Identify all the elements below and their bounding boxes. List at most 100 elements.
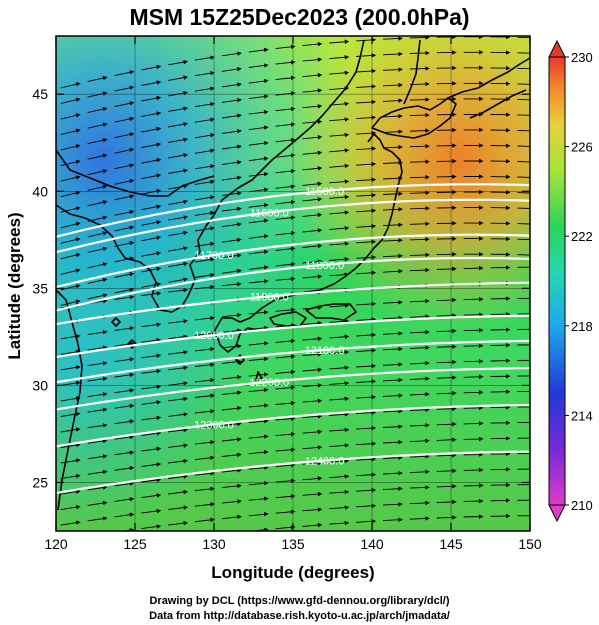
wind-arrow	[87, 138, 108, 145]
wind-arrow	[356, 177, 377, 182]
wind-arrow	[248, 310, 269, 315]
wind-arrow	[463, 374, 484, 380]
wind-arrow	[221, 113, 242, 119]
wind-arrow	[329, 381, 350, 386]
wind-arrow	[141, 384, 162, 390]
contour-label: 12300.0	[194, 419, 234, 431]
wind-arrow	[409, 36, 430, 40]
wind-arrow	[194, 257, 215, 263]
wind-arrow	[409, 360, 430, 366]
wind-arrow	[141, 508, 162, 514]
wind-arrow	[60, 113, 81, 120]
wind-arrow	[409, 345, 430, 350]
wind-arrow	[194, 164, 215, 170]
wind-arrow	[302, 320, 323, 326]
contour-label: 12000.0	[194, 330, 234, 342]
wind-arrow	[248, 265, 269, 270]
wind-arrow	[436, 484, 457, 489]
height-contour	[56, 314, 530, 359]
contour-label: 12100.0	[305, 345, 345, 357]
height-contour	[56, 450, 530, 495]
wind-arrow	[409, 392, 430, 397]
wind-arrow	[121, 527, 135, 531]
wind-arrow	[221, 191, 242, 197]
wind-arrow	[194, 331, 215, 336]
x-axis: 120 125 130 135 140 145 150	[44, 36, 542, 552]
wind-arrow	[329, 319, 350, 324]
contour-label: 12400.0	[305, 456, 345, 468]
wind-arrow	[248, 449, 269, 455]
wind-arrow	[409, 143, 430, 149]
wind-arrow	[168, 458, 188, 464]
wind-arrow	[329, 210, 350, 215]
wind-arrow	[517, 52, 530, 54]
wind-arrow	[329, 256, 350, 262]
wind-arrow	[409, 407, 430, 413]
wind-arrow	[383, 408, 403, 414]
wind-arrow	[329, 39, 350, 45]
wind-arrow	[141, 353, 162, 359]
wind-arrow	[248, 203, 269, 208]
wind-arrow	[88, 549, 107, 552]
map-title: MSM 15Z25Dec2023 (200.0hPa)	[129, 4, 470, 30]
wind-arrow	[463, 483, 484, 488]
wind-arrow	[409, 174, 430, 180]
wind-arrow	[463, 498, 484, 504]
wind-arrow	[383, 300, 403, 305]
wind-arrow	[275, 137, 296, 143]
wind-arrow	[275, 184, 296, 189]
wind-arrow	[356, 348, 377, 353]
wind-arrow	[60, 442, 81, 448]
wind-arrow	[87, 485, 108, 491]
wind-arrow	[248, 125, 269, 131]
wind-arrow	[221, 452, 242, 458]
wind-arrow	[275, 307, 296, 313]
wind-arrow	[329, 194, 350, 200]
wind-arrow	[168, 381, 188, 386]
wind-arrow	[275, 75, 296, 81]
wind-arrow	[356, 161, 377, 167]
x-tick-label: 125	[123, 536, 147, 552]
wind-arrow	[221, 312, 242, 318]
wind-arrow	[356, 425, 377, 431]
wind-arrow	[383, 207, 403, 212]
wind-arrow	[409, 159, 430, 164]
y-tick-label: 45	[32, 86, 48, 102]
wind-arrow	[409, 298, 430, 304]
wind-arrow	[248, 140, 269, 146]
wind-arrow	[168, 443, 188, 448]
x-tick-label: 140	[360, 536, 384, 552]
wind-arrow	[87, 106, 108, 114]
wind-arrow	[221, 328, 242, 333]
wind-arrow	[168, 168, 188, 174]
wind-arrow	[221, 281, 242, 287]
wind-arrow	[302, 367, 323, 373]
wind-arrow	[409, 376, 430, 381]
wind-arrow	[194, 424, 215, 430]
wind-arrow	[356, 317, 377, 322]
wind-arrow	[141, 142, 162, 149]
wind-arrow	[194, 272, 215, 278]
wind-arrow	[114, 295, 135, 300]
wind-arrow	[383, 67, 403, 72]
wind-arrow	[114, 372, 135, 378]
wind-arrow	[221, 499, 242, 504]
wind-arrow	[221, 222, 242, 228]
colorbar-tick-label: 218	[571, 319, 593, 334]
wind-arrow	[194, 133, 215, 139]
wind-arrow	[275, 106, 296, 112]
wind-arrow	[168, 288, 188, 293]
contour-label: 12200.0	[249, 377, 289, 389]
wind-arrow	[87, 231, 108, 238]
wind-arrow	[60, 221, 81, 229]
wind-arrow	[463, 467, 484, 473]
wind-arrow	[275, 525, 296, 530]
wind-arrow	[87, 500, 108, 506]
wind-arrow	[329, 55, 350, 60]
wind-arrow	[221, 514, 242, 520]
y-tick-label: 25	[32, 474, 48, 490]
wind-arrow	[302, 197, 323, 202]
wind-arrow	[517, 254, 530, 256]
wind-arrow	[168, 365, 188, 371]
wind-arrow	[248, 279, 269, 284]
